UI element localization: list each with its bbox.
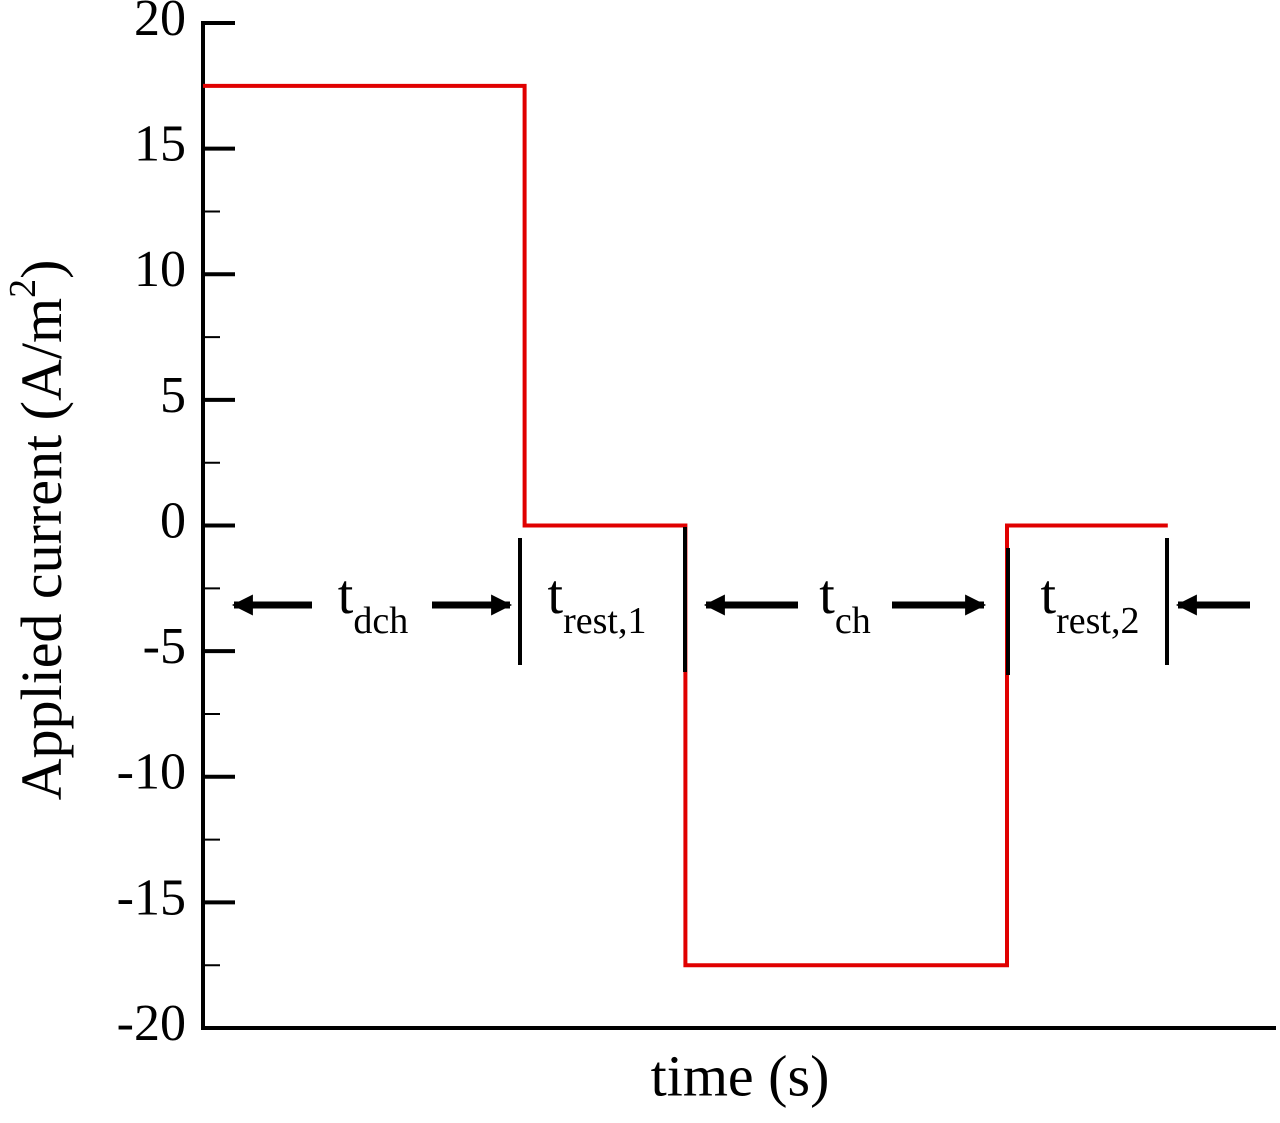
y-tick-label: 0 [160,492,186,549]
annotation: trest,1 [548,564,647,642]
y-tick-label: -10 [117,744,186,801]
y-tick-label: -5 [143,618,186,675]
annotation: tch [819,564,870,642]
annotation-sub: dch [353,600,408,642]
y-label-main: Applied current (A/m [9,298,74,801]
y-axis-label: Applied current (A/m2) [2,260,75,801]
annotation-sub: rest,1 [563,600,646,642]
y-tick-label: 20 [134,0,186,47]
annotation: tdch [338,564,408,642]
y-tick-label: -20 [117,995,186,1052]
y-label-end: ) [9,260,74,279]
annotation-sub: ch [835,600,871,642]
interval-separators [518,538,1169,665]
y-tick-label: 10 [134,241,186,298]
annotation-sub: rest,2 [1056,600,1139,642]
y-tick-label: -15 [117,869,186,926]
x-axis-label: time (s) [651,1043,830,1108]
y-tick-label: 5 [160,367,186,424]
annotation-main: t [819,564,835,626]
annotation-main: t [1041,564,1057,626]
data-line [203,83,1168,968]
y-tick-label: 15 [134,116,186,173]
y-label-sup: 2 [2,279,44,298]
annotation-main: t [548,564,564,626]
annotation-main: t [338,564,354,626]
annotation: trest,2 [1041,564,1140,642]
